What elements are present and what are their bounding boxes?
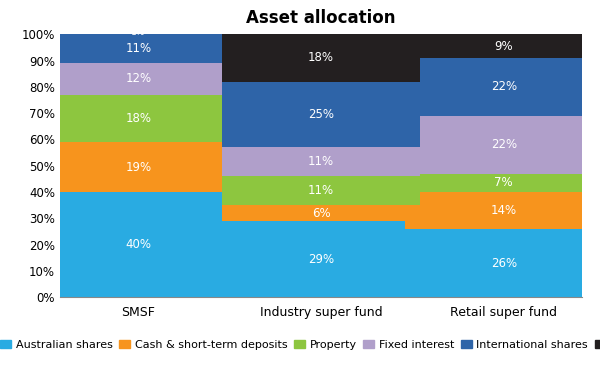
Text: 12%: 12% <box>125 72 151 85</box>
Text: 7%: 7% <box>494 176 513 189</box>
Bar <box>39 34 238 63</box>
Text: 22%: 22% <box>491 138 517 151</box>
Text: 18%: 18% <box>308 51 334 64</box>
Bar <box>39 32 238 34</box>
Bar <box>39 142 238 192</box>
Bar <box>222 221 420 297</box>
Text: 14%: 14% <box>491 204 517 217</box>
Text: 19%: 19% <box>125 160 151 174</box>
Text: 9%: 9% <box>494 40 513 53</box>
Bar <box>404 34 600 58</box>
Text: 25%: 25% <box>308 108 334 121</box>
Bar <box>404 192 600 229</box>
Text: 40%: 40% <box>125 238 151 251</box>
Text: 29%: 29% <box>308 253 334 266</box>
Text: 6%: 6% <box>311 207 331 219</box>
Text: 11%: 11% <box>308 184 334 197</box>
Bar <box>404 174 600 192</box>
Bar <box>39 192 238 297</box>
Text: 11%: 11% <box>308 155 334 168</box>
Bar <box>222 82 420 147</box>
Bar <box>404 58 600 116</box>
Bar <box>222 176 420 205</box>
Bar <box>222 147 420 176</box>
Text: 22%: 22% <box>491 80 517 93</box>
Bar <box>39 63 238 95</box>
Legend: Australian shares, Cash & short-term deposits, Property, Fixed interest, Interna: Australian shares, Cash & short-term dep… <box>0 339 600 350</box>
Bar <box>404 229 600 297</box>
Title: Asset allocation: Asset allocation <box>246 9 396 27</box>
Text: 1%: 1% <box>131 29 145 37</box>
Bar <box>39 95 238 142</box>
Text: 11%: 11% <box>125 42 151 55</box>
Text: 18%: 18% <box>125 112 151 125</box>
Bar <box>222 205 420 221</box>
Bar <box>404 116 600 174</box>
Text: 26%: 26% <box>491 256 517 269</box>
Bar <box>222 34 420 82</box>
